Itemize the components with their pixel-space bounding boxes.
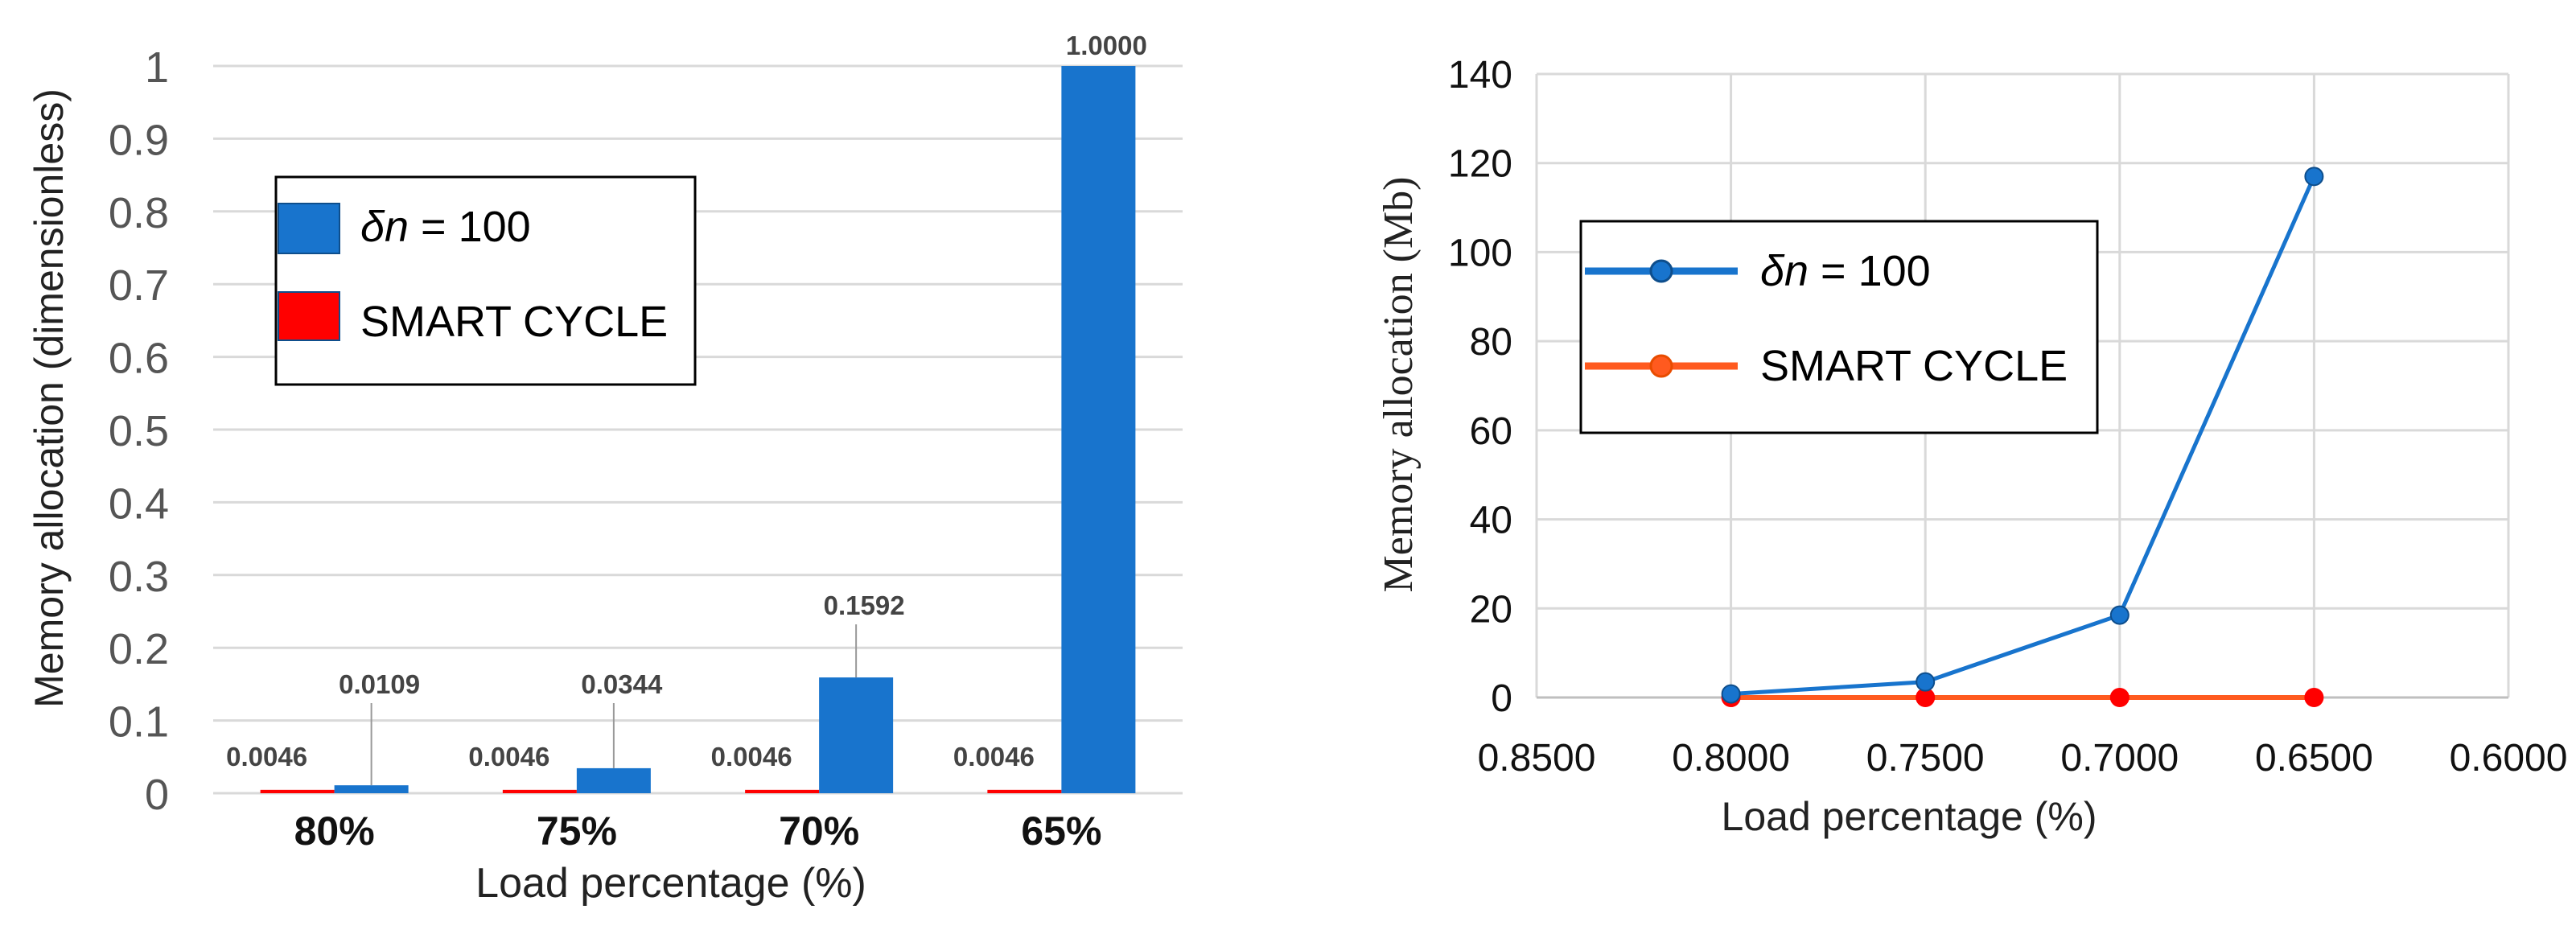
bar-smart-cycle xyxy=(502,789,577,793)
data-label-smart-cycle: 0.0046 xyxy=(711,742,792,771)
y-tick-labels: 0 20 40 60 80 100 120 140 xyxy=(1448,54,1512,720)
y-tick-label: 20 xyxy=(1470,588,1512,631)
x-tick-label: 65% xyxy=(1021,809,1101,854)
legend-label-smart-cycle: SMART CYCLE xyxy=(1760,342,2068,390)
y-tick-label: 40 xyxy=(1470,500,1512,542)
data-point-smart-cycle xyxy=(2304,688,2324,707)
data-point-dn100 xyxy=(2109,605,2130,625)
legend: δn = 100 SMART CYCLE xyxy=(274,175,697,386)
bar-smart-cycle xyxy=(987,789,1062,793)
data-label-dn100: 1.0000 xyxy=(1066,31,1147,60)
y-tick-label: 1 xyxy=(145,43,169,92)
x-tick-label: 75% xyxy=(537,809,617,854)
y-tick-label: 0.8 xyxy=(109,189,169,237)
data-point-dn100 xyxy=(1916,672,1936,692)
data-label-dn100: 0.0344 xyxy=(581,669,663,699)
legend-marker-dn100 xyxy=(1649,259,1673,283)
y-tick-label: 0.6 xyxy=(109,335,169,383)
y-tick-label: 0.7 xyxy=(109,261,169,310)
y-tick-label: 100 xyxy=(1448,232,1512,274)
legend-swatch-smart-cycle xyxy=(278,291,340,341)
x-tick-label: 0.6000 xyxy=(2450,737,2568,780)
legend-swatch-dn100 xyxy=(278,203,340,254)
bar-dn100 xyxy=(819,677,894,793)
x-tick-labels: 0.8500 0.8000 0.7500 0.7000 0.6500 0.6000 xyxy=(1478,737,2568,780)
legend-box xyxy=(1579,220,2099,434)
data-label-smart-cycle: 0.0046 xyxy=(226,742,307,771)
x-tick-labels: 80% 75% 70% 65% xyxy=(294,809,1102,854)
legend-label-smart-cycle: SMART CYCLE xyxy=(360,298,668,346)
data-label-dn100: 0.0109 xyxy=(339,669,420,699)
legend-box xyxy=(274,175,697,386)
data-label-dn100: 0.1592 xyxy=(824,590,905,620)
x-axis-label: Load percentage (%) xyxy=(1722,794,2097,839)
bars: 0.0046 0.0109 0.0046 0.0344 0.0046 0.1592 0.00… xyxy=(226,31,1147,793)
y-tick-label: 80 xyxy=(1470,321,1512,364)
y-tick-label: 0.5 xyxy=(109,407,169,455)
legend-marker-smart-cycle xyxy=(1649,354,1673,378)
x-axis-label: Load percentage (%) xyxy=(475,860,866,907)
x-tick-label: 0.8000 xyxy=(1672,737,1790,780)
data-point-dn100 xyxy=(1721,684,1741,704)
y-tick-label: 0 xyxy=(1491,677,1512,720)
y-axis-label: Memory allocation (dimensionless) xyxy=(27,88,72,708)
y-tick-label: 0.9 xyxy=(109,116,169,164)
bar-dn100 xyxy=(1061,66,1136,793)
x-tick-label: 0.7500 xyxy=(1866,737,1985,780)
legend-label-dn100: δn = 100 xyxy=(360,203,531,251)
legend-label-dn100: δn = 100 xyxy=(1760,247,1931,295)
x-tick-label: 0.8500 xyxy=(1478,737,1596,780)
y-tick-label: 0 xyxy=(145,771,169,819)
legend: δn = 100 SMART CYCLE xyxy=(1579,220,2099,434)
bar-smart-cycle xyxy=(260,789,335,793)
bar-dn100 xyxy=(576,767,651,793)
line-chart: 0 20 40 60 80 100 120 140 0.8500 0.8000 0.7500 0.7… xyxy=(1376,54,2568,839)
y-tick-label: 60 xyxy=(1470,410,1512,453)
y-tick-label: 120 xyxy=(1448,143,1512,186)
x-tick-label: 0.7000 xyxy=(2060,737,2179,780)
bar-smart-cycle xyxy=(745,789,820,793)
data-point-dn100 xyxy=(2304,167,2324,187)
series-line-dn100 xyxy=(1730,175,2316,697)
y-tick-labels: 0 0.1 0.2 0.3 0.4 0.5 0.6 0.7 0.8 0.9 1 xyxy=(109,43,169,819)
data-label-smart-cycle: 0.0046 xyxy=(468,742,549,771)
bar-dn100 xyxy=(334,785,409,793)
data-point-smart-cycle xyxy=(2109,688,2130,707)
x-tick-label: 70% xyxy=(779,809,859,854)
y-tick-label: 0.1 xyxy=(109,698,169,747)
y-tick-label: 0.2 xyxy=(109,625,169,673)
y-tick-label: 0.4 xyxy=(109,479,169,528)
series-lines xyxy=(1721,167,2324,707)
y-tick-label: 140 xyxy=(1448,54,1512,97)
x-tick-label: 80% xyxy=(294,809,375,854)
y-axis-label: Memory allocation (Mb) xyxy=(1376,177,1422,593)
bar-chart: 0 0.1 0.2 0.3 0.4 0.5 0.6 0.7 0.8 0.9 1 0.0046 0.01… xyxy=(27,31,1183,907)
x-tick-label: 0.6500 xyxy=(2255,737,2373,780)
data-label-smart-cycle: 0.0046 xyxy=(953,742,1035,771)
y-tick-label: 0.3 xyxy=(109,553,169,601)
